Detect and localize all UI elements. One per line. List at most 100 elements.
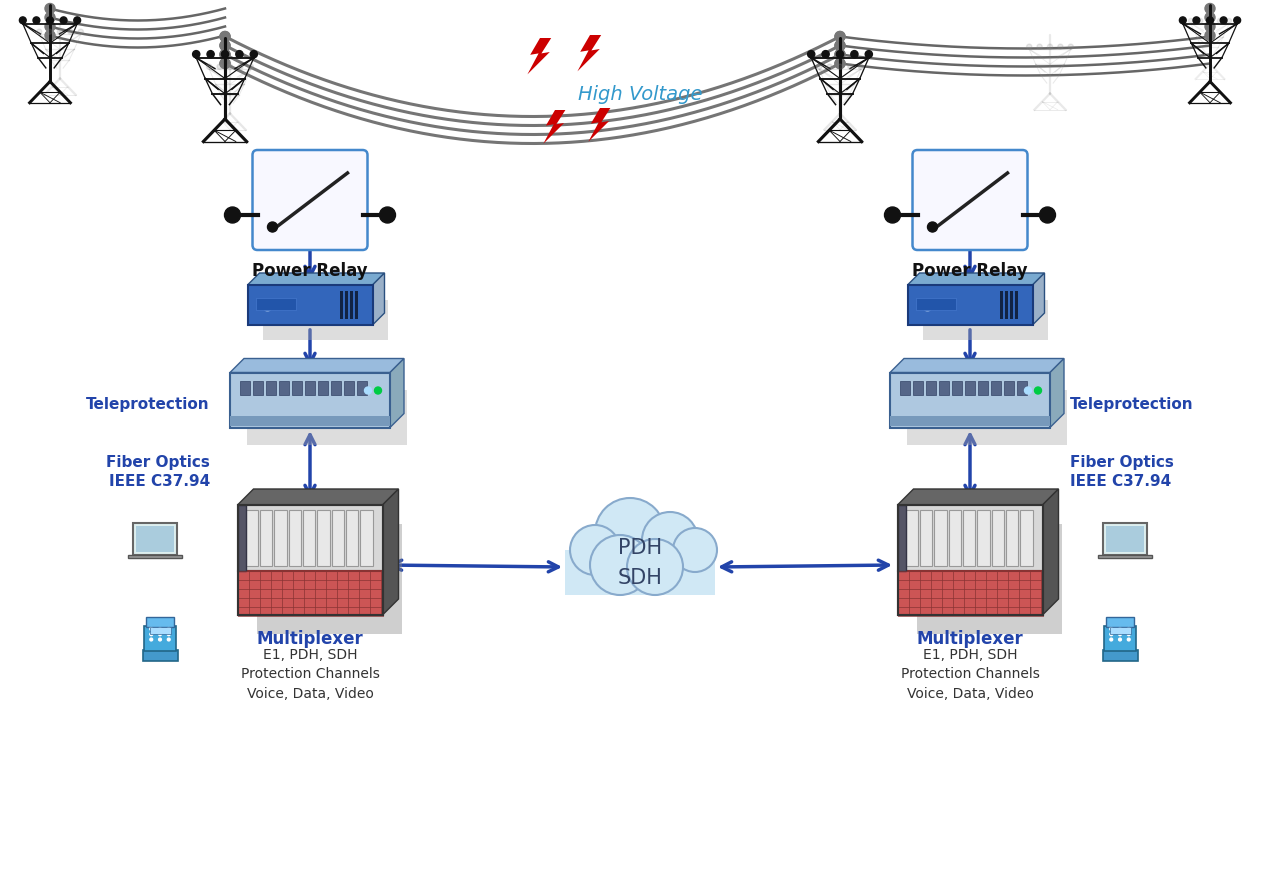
Bar bbox=[230, 372, 390, 428]
Bar bbox=[1006, 510, 1018, 566]
Bar bbox=[305, 380, 315, 394]
Circle shape bbox=[268, 222, 278, 232]
Bar bbox=[238, 505, 383, 571]
Bar bbox=[1097, 555, 1152, 558]
Circle shape bbox=[1034, 387, 1042, 394]
Bar bbox=[1018, 380, 1027, 394]
Circle shape bbox=[1057, 44, 1062, 50]
Bar bbox=[952, 380, 963, 394]
Circle shape bbox=[221, 50, 229, 57]
Circle shape bbox=[835, 32, 845, 42]
Circle shape bbox=[218, 65, 223, 69]
Circle shape bbox=[643, 512, 698, 568]
Polygon shape bbox=[527, 38, 552, 74]
Text: Fiber Optics
IEEE C37.94: Fiber Optics IEEE C37.94 bbox=[1070, 454, 1174, 490]
Circle shape bbox=[58, 29, 63, 34]
Circle shape bbox=[847, 65, 852, 69]
Circle shape bbox=[224, 207, 241, 223]
Circle shape bbox=[923, 303, 932, 311]
Circle shape bbox=[37, 29, 42, 34]
Circle shape bbox=[236, 50, 243, 57]
Circle shape bbox=[159, 628, 161, 630]
Text: High Voltage: High Voltage bbox=[577, 86, 703, 104]
Bar bbox=[344, 380, 355, 394]
Bar bbox=[303, 510, 315, 566]
Circle shape bbox=[68, 29, 73, 34]
Circle shape bbox=[220, 50, 230, 59]
Bar bbox=[317, 510, 329, 566]
Bar bbox=[238, 505, 246, 571]
Bar bbox=[1106, 526, 1144, 552]
Bar bbox=[963, 510, 975, 566]
Polygon shape bbox=[897, 489, 1059, 505]
Bar bbox=[915, 298, 955, 310]
Circle shape bbox=[835, 50, 845, 59]
Circle shape bbox=[220, 50, 230, 59]
Text: Multiplexer: Multiplexer bbox=[256, 630, 364, 648]
Circle shape bbox=[836, 50, 844, 57]
Circle shape bbox=[206, 65, 211, 69]
Bar bbox=[916, 524, 1061, 634]
Bar bbox=[978, 380, 988, 394]
Circle shape bbox=[150, 633, 152, 636]
Bar bbox=[897, 505, 1042, 615]
Circle shape bbox=[207, 50, 214, 57]
Circle shape bbox=[45, 21, 55, 32]
Bar bbox=[246, 510, 257, 566]
Bar bbox=[925, 380, 936, 394]
Circle shape bbox=[835, 58, 845, 68]
Circle shape bbox=[60, 17, 67, 24]
Circle shape bbox=[1128, 633, 1130, 636]
Circle shape bbox=[835, 50, 845, 59]
Bar bbox=[897, 505, 1042, 571]
Circle shape bbox=[837, 65, 842, 69]
Bar bbox=[1000, 291, 1002, 319]
Circle shape bbox=[1234, 17, 1240, 24]
Polygon shape bbox=[390, 359, 404, 428]
Polygon shape bbox=[1033, 273, 1044, 325]
Polygon shape bbox=[890, 359, 1064, 372]
Circle shape bbox=[379, 207, 396, 223]
Circle shape bbox=[1179, 17, 1187, 24]
Bar bbox=[317, 380, 328, 394]
Bar bbox=[1010, 291, 1012, 319]
Circle shape bbox=[835, 41, 845, 50]
Bar bbox=[262, 300, 388, 340]
Circle shape bbox=[1110, 628, 1112, 630]
Polygon shape bbox=[383, 489, 398, 615]
Circle shape bbox=[1119, 638, 1121, 641]
Polygon shape bbox=[1050, 359, 1064, 428]
Bar bbox=[1004, 380, 1014, 394]
Bar bbox=[897, 505, 905, 571]
Bar bbox=[256, 298, 296, 310]
Circle shape bbox=[1110, 638, 1112, 641]
Bar bbox=[274, 510, 287, 566]
Bar bbox=[247, 285, 372, 325]
Circle shape bbox=[228, 65, 233, 69]
Bar bbox=[357, 380, 367, 394]
Bar bbox=[908, 285, 1033, 325]
Polygon shape bbox=[247, 273, 384, 285]
Circle shape bbox=[1027, 44, 1032, 50]
Bar bbox=[355, 291, 357, 319]
Circle shape bbox=[851, 50, 858, 57]
Polygon shape bbox=[230, 359, 404, 372]
Circle shape bbox=[45, 12, 55, 22]
Bar bbox=[346, 510, 358, 566]
Bar bbox=[934, 510, 946, 566]
Circle shape bbox=[1047, 44, 1052, 50]
Bar bbox=[965, 380, 975, 394]
Bar bbox=[279, 380, 289, 394]
Bar bbox=[128, 555, 182, 558]
Text: PDH
SDH: PDH SDH bbox=[617, 538, 663, 588]
Circle shape bbox=[1110, 633, 1112, 636]
Bar bbox=[890, 415, 1050, 425]
Bar bbox=[1102, 523, 1147, 555]
Bar bbox=[349, 291, 352, 319]
Bar bbox=[897, 571, 1042, 615]
Bar bbox=[332, 380, 340, 394]
Circle shape bbox=[1198, 19, 1203, 23]
Circle shape bbox=[1069, 44, 1074, 50]
Bar bbox=[360, 510, 372, 566]
Circle shape bbox=[168, 633, 170, 636]
